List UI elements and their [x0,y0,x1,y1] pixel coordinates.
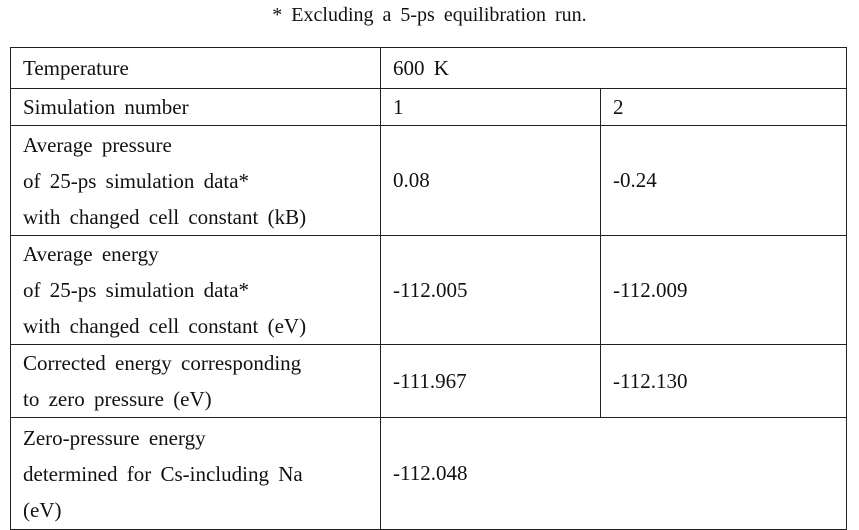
table-cell: 1 [380,88,601,126]
table-row: Temperature 600 K [10,47,848,89]
label-line: (eV) [23,497,62,522]
table-cell: -0.24 [599,125,848,236]
row-label: Average energy of 25-ps simulation data* w… [10,235,381,345]
table-cell: 600 K [379,47,848,89]
label-line: Corrected energy corresponding [23,351,302,375]
table-cell: -112.130 [599,344,848,418]
label-line: Zero-pressure energy [23,425,206,450]
table-cell: -111.967 [380,344,601,418]
label-line: to zero pressure (eV) [23,387,212,411]
label-line: Average energy [23,242,159,266]
table-cell: -112.009 [599,235,848,345]
label-line: Temperature [23,56,129,80]
table-row: Average energy of 25-ps simulation data* w… [10,235,848,345]
row-label: Simulation number [10,88,381,126]
label-line: Average pressure [23,132,172,157]
row-label: Corrected energy corresponding to zero pr… [10,344,381,418]
table-row: Zero-pressure energy determined for Cs-in… [10,417,848,530]
label-line: with changed cell constant (eV) [23,314,307,338]
row-label: Zero-pressure energy determined for Cs-in… [10,417,381,530]
table-cell: 0.08 [380,125,601,236]
label-line: of 25-ps simulation data* [23,278,250,302]
caption: * Excluding a 5-ps equilibration run. [272,4,587,26]
table-cell: 2 [599,88,848,126]
row-label: Temperature [10,47,381,89]
table-row: Average pressure of 25-ps simulation data… [10,125,848,236]
table-row: Simulation number 1 2 [10,88,848,126]
table-cell: -112.005 [380,235,601,345]
table-row: Corrected energy corresponding to zero pr… [10,344,848,418]
label-line: of 25-ps simulation data* [23,168,250,193]
data-table: Temperature 600 K Simulation number 1 2 Avera… [10,47,848,530]
label-line: Simulation number [23,95,189,119]
label-line: determined for Cs-including Na [23,461,303,486]
table-cell: -112.048 [379,417,848,530]
row-label: Average pressure of 25-ps simulation data… [10,125,381,236]
label-line: with changed cell constant (kB) [23,204,307,229]
